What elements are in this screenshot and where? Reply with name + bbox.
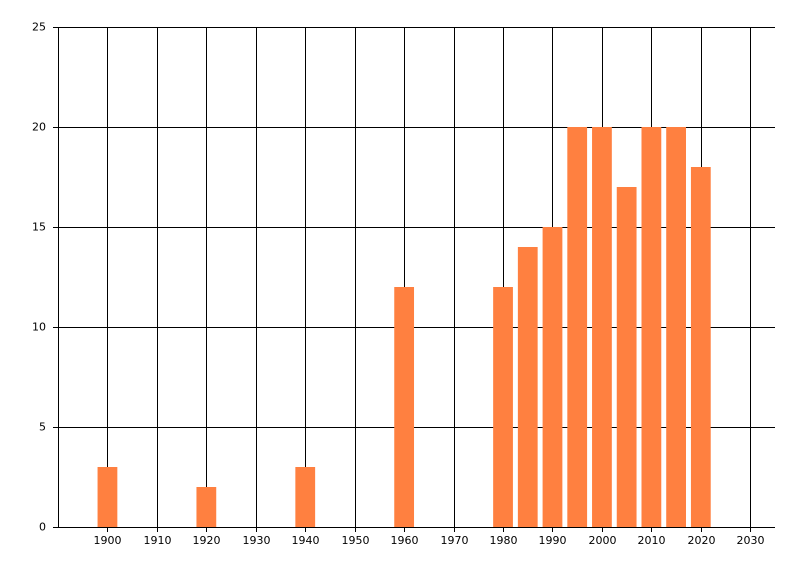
x-tick-label: 2030	[737, 534, 765, 547]
y-tick-label: 20	[32, 121, 46, 134]
x-tick-label: 1960	[391, 534, 419, 547]
x-tick-label: 1900	[94, 534, 122, 547]
bar	[295, 467, 316, 527]
bar	[493, 287, 513, 527]
bar	[567, 127, 588, 527]
x-tick-label: 1910	[144, 534, 172, 547]
bar	[394, 287, 415, 527]
x-tick-label: 2000	[589, 534, 617, 547]
bar	[616, 187, 637, 527]
x-tick-label: 1950	[342, 534, 370, 547]
y-tick-label: 15	[32, 221, 46, 234]
bar	[641, 127, 662, 527]
x-tick-label: 1980	[490, 534, 518, 547]
x-tick-label: 2010	[638, 534, 666, 547]
x-tick-label: 1930	[243, 534, 271, 547]
y-tick-label: 10	[32, 321, 46, 334]
x-tick-label: 1970	[441, 534, 469, 547]
x-tick-label: 1920	[193, 534, 221, 547]
bar	[690, 167, 711, 527]
x-tick-label: 1990	[539, 534, 567, 547]
y-tick-label: 5	[39, 421, 46, 434]
bar	[592, 127, 612, 527]
x-tick-label: 1940	[292, 534, 320, 547]
y-tick-label: 25	[32, 21, 46, 34]
x-tick-label: 2020	[688, 534, 716, 547]
bar	[97, 467, 118, 527]
bar	[517, 247, 538, 527]
bar	[196, 487, 217, 527]
bar	[666, 127, 686, 527]
y-tick-label: 0	[39, 521, 46, 534]
bar	[542, 227, 563, 527]
